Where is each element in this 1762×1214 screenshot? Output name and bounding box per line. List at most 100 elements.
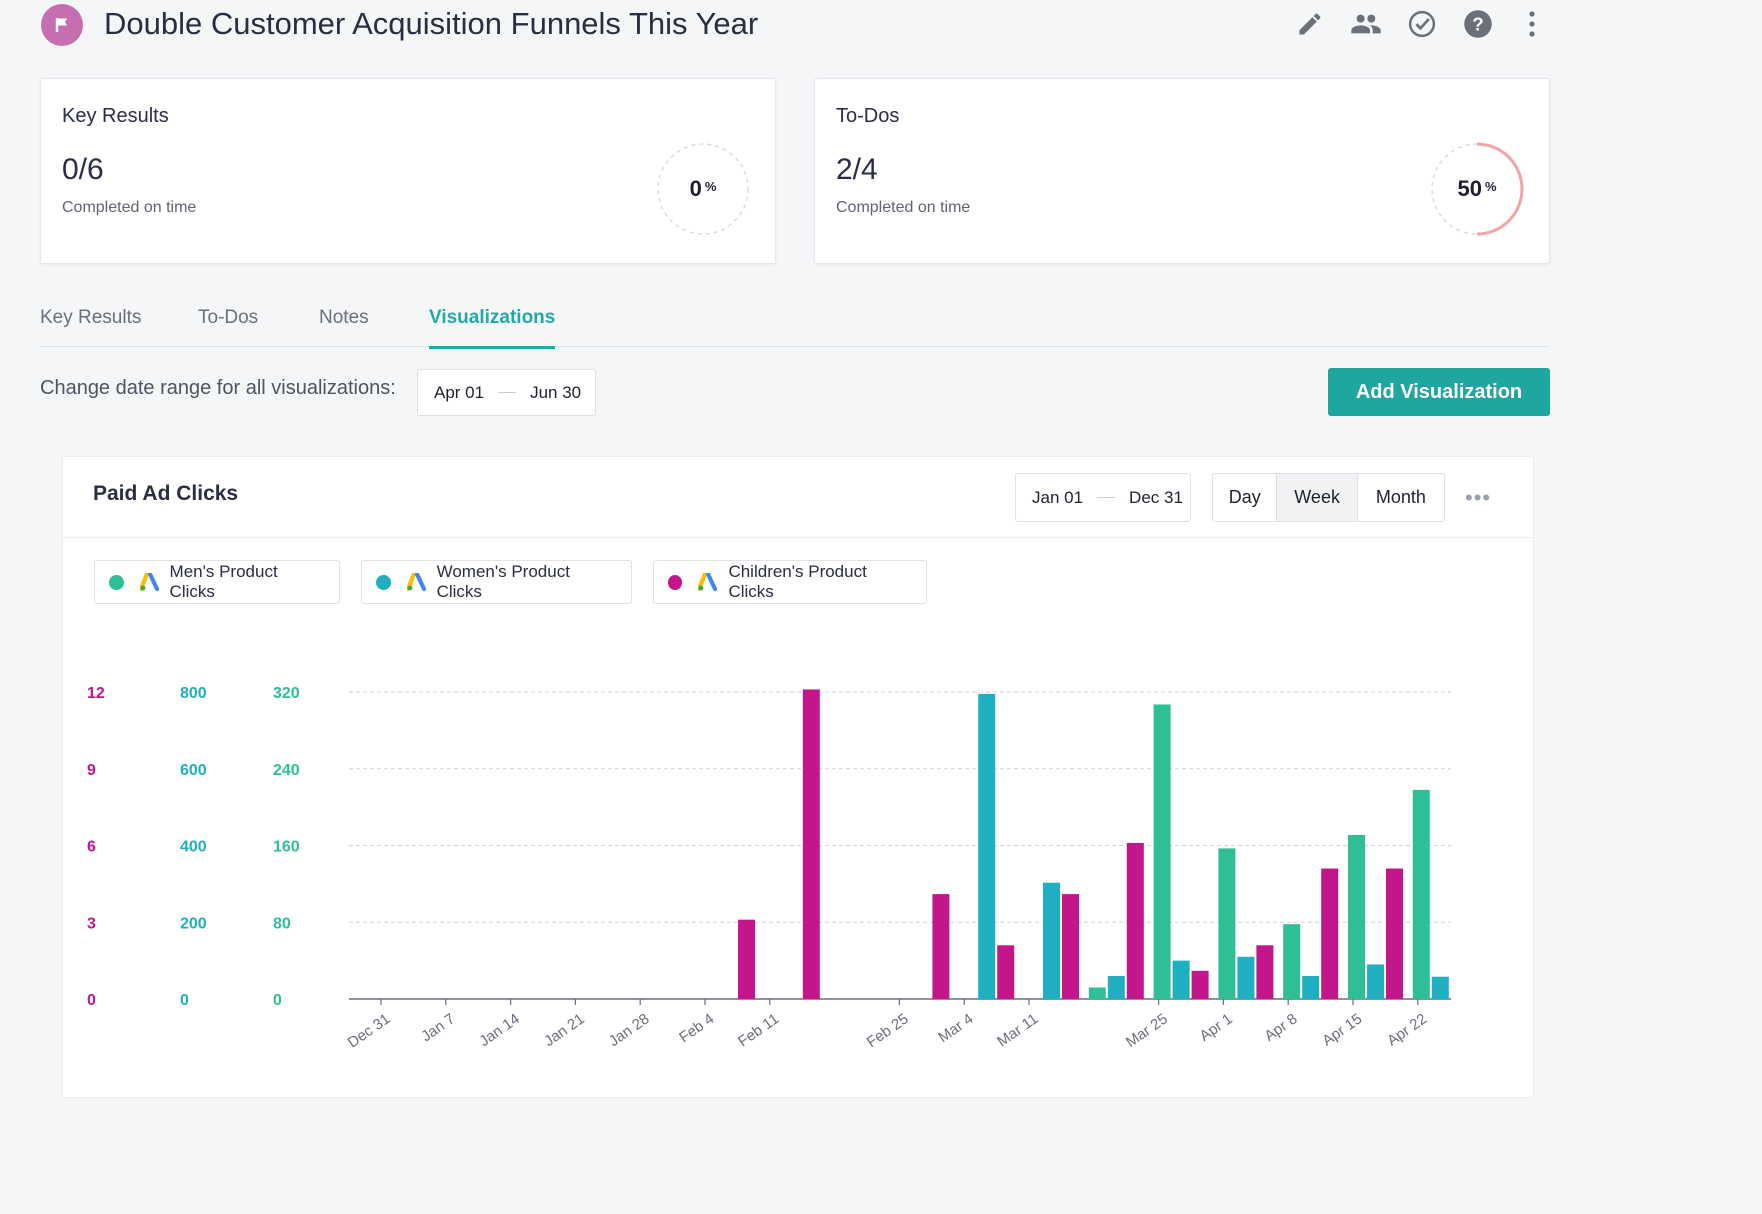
x-axis-tick-label: Apr 22	[1384, 1010, 1430, 1049]
percent-sign: %	[704, 178, 717, 194]
chart-bar	[1431, 976, 1449, 999]
chart-bar	[1412, 789, 1430, 999]
y-axis-tick-label: 3	[87, 915, 96, 932]
chart-bar	[1062, 894, 1079, 999]
progress-ring: 0%	[655, 141, 751, 237]
chart-bar	[1172, 960, 1190, 999]
tab-visualizations[interactable]: Visualizations	[429, 307, 556, 349]
edit-icon[interactable]	[1294, 8, 1326, 40]
granularity-month-button[interactable]: Month	[1375, 487, 1426, 507]
y-axis-tick-label: 0	[87, 992, 96, 1009]
date-range-label: Change date range for all visualizations…	[40, 377, 396, 399]
chart-bar	[1367, 964, 1384, 999]
viz-range-end: Dec 31	[1129, 487, 1183, 507]
chart-bar	[997, 945, 1015, 999]
tab-todos[interactable]: To-Dos	[198, 307, 259, 328]
y-axis-tick-label: 80	[273, 915, 291, 932]
x-axis-tick-label: Apr 8	[1261, 1010, 1300, 1044]
flag-icon	[41, 4, 83, 46]
x-axis-tick-label: Jan 14	[476, 1010, 523, 1050]
range-separator	[498, 392, 517, 393]
chart-bar	[1237, 956, 1255, 999]
progress-percent: 50	[1457, 176, 1482, 201]
tab-bar: Key Results To-Dos Notes Visualizations	[40, 300, 1550, 349]
google-ads-icon	[139, 573, 160, 591]
page-title: Double Customer Acquisition Funnels This…	[104, 6, 759, 41]
viz-date-range-picker[interactable]: Jan 01 Dec 31	[1015, 473, 1191, 522]
global-date-range-picker[interactable]: Apr 01 Jun 30	[417, 369, 596, 416]
card-count: 0/6	[62, 153, 104, 186]
people-icon[interactable]	[1350, 8, 1382, 40]
card-count: 2/4	[836, 153, 878, 186]
granularity-toggle: Day Week Month	[1212, 473, 1445, 522]
chart-bar	[1191, 970, 1209, 999]
tab-key-results[interactable]: Key Results	[40, 307, 142, 328]
chart-bar	[738, 919, 755, 999]
range-separator	[1097, 497, 1116, 498]
x-axis-tick-label: Jan 21	[541, 1010, 588, 1050]
chart-bar	[978, 693, 996, 999]
x-axis-tick-label: Mar 25	[1123, 1010, 1171, 1051]
progress-ring: 50%	[1429, 141, 1525, 237]
y-axis-tick-label: 0	[273, 992, 282, 1009]
x-axis-tick-label: Dec 31	[345, 1010, 394, 1051]
card-title: To-Dos	[836, 105, 900, 127]
y-axis-tick-label: 200	[180, 915, 207, 932]
chart-bar	[1088, 987, 1106, 999]
google-ads-icon	[698, 573, 718, 591]
more-options-icon[interactable]: •••	[1465, 485, 1492, 510]
x-axis-tick-label: Jan 7	[418, 1010, 458, 1045]
legend-label: Men's Product Clicks	[169, 562, 278, 601]
chart-bar	[1043, 882, 1060, 999]
svg-text:?: ?	[1472, 13, 1483, 34]
check-circle-icon[interactable]	[1406, 8, 1438, 40]
chart-bar	[1218, 848, 1236, 999]
y-axis-tick-label: 240	[273, 762, 300, 779]
legend-dot	[376, 574, 391, 590]
legend-dot	[668, 574, 683, 590]
x-axis-tick-label: Apr 1	[1197, 1010, 1236, 1044]
chart-bar	[1153, 704, 1171, 999]
visualization-card: Paid Ad Clicks Jan 01 Dec 31 Day Week Mo…	[62, 456, 1534, 1098]
tab-notes[interactable]: Notes	[319, 307, 369, 328]
legend-mens-clicks[interactable]: Men's Product Clicks	[94, 560, 340, 604]
viz-range-start: Jan 01	[1032, 487, 1084, 507]
percent-sign: %	[1484, 178, 1497, 194]
granularity-week-button[interactable]: Week	[1277, 474, 1358, 521]
x-axis-tick-label: Feb 25	[864, 1010, 912, 1051]
x-axis-tick-label: Mar 11	[994, 1010, 1041, 1050]
visualization-title: Paid Ad Clicks	[93, 482, 239, 505]
add-visualization-button[interactable]: Add Visualization	[1328, 368, 1550, 416]
help-icon[interactable]: ?	[1462, 8, 1494, 40]
x-axis-tick-label: Feb 11	[735, 1010, 782, 1050]
y-axis-tick-label: 12	[87, 685, 105, 702]
y-axis-tick-label: 320	[273, 685, 300, 702]
chart-bar	[1256, 945, 1274, 999]
legend-womens-clicks[interactable]: Women's Product Clicks	[361, 560, 632, 604]
x-axis-tick-label: Jan 28	[606, 1010, 653, 1050]
y-axis-tick-label: 400	[180, 839, 207, 856]
chart-bar	[1321, 868, 1339, 999]
chart-bar	[1107, 975, 1125, 999]
y-axis-tick-label: 0	[180, 992, 189, 1009]
progress-percent: 0	[689, 176, 702, 201]
more-vertical-icon[interactable]	[1516, 8, 1548, 40]
y-axis-tick-label: 9	[87, 762, 96, 779]
chart-bar	[1302, 975, 1320, 999]
range-end: Jun 30	[530, 382, 582, 402]
key-results-card: Key Results 0/6 Completed on time 0%	[40, 78, 776, 264]
y-axis-tick-label: 6	[87, 839, 96, 856]
chart-bar	[1386, 868, 1403, 999]
chart-bar	[932, 894, 950, 999]
legend-label: Women's Product Clicks	[436, 562, 570, 601]
legend-dot	[109, 574, 124, 590]
x-axis-tick-label: Feb 4	[676, 1010, 717, 1046]
card-title: Key Results	[62, 105, 169, 127]
granularity-day-button[interactable]: Day	[1213, 474, 1278, 521]
page-header: Double Customer Acquisition Funnels This…	[0, 0, 1568, 60]
divider	[63, 537, 1533, 538]
x-axis-tick-label: Mar 4	[935, 1010, 976, 1046]
legend-childrens-clicks[interactable]: Children's Product Clicks	[653, 560, 927, 604]
y-axis-tick-label: 800	[180, 685, 207, 702]
